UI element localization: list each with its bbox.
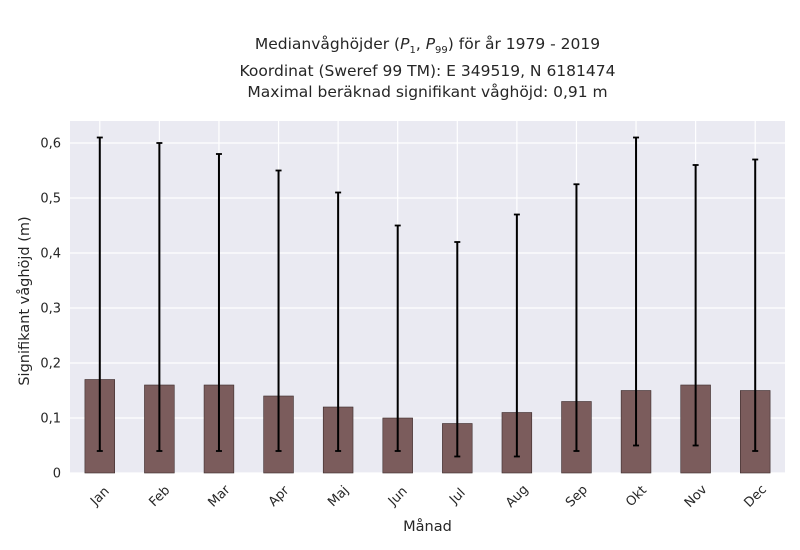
error-bar-nov [692, 164, 699, 447]
error-bar-maj [335, 191, 342, 452]
error-bar-jul [454, 241, 461, 458]
x-tick-label-dec: Dec [742, 482, 770, 510]
title-line-1: Medianvåghöjder (P1, P99) för år 1979 - … [254, 35, 601, 57]
y-axis-ticks: 0 0,1 0,2 0,3 0,4 0,5 0,6 [40, 137, 61, 482]
x-tick-label-jul: Jul [446, 486, 468, 508]
chart-title: Medianvåghöjder (P1, P99) för år 1979 - … [0, 34, 800, 103]
error-bars [96, 136, 759, 458]
plot-area [70, 121, 785, 473]
title-line-3: Maximal beräknad signifikant våghöjd: 0,… [247, 83, 608, 102]
title-line-2: Koordinat (Sweref 99 TM): E 349519, N 61… [239, 62, 616, 81]
error-bar-jun [394, 224, 401, 452]
x-tick-label-feb: Feb [146, 483, 173, 510]
x-tick-label-jan: Jan [87, 484, 112, 509]
x-tick-label-apr: Apr [266, 483, 293, 510]
x-tick-label-aug: Aug [503, 482, 532, 511]
x-tick-label-maj: Maj [325, 483, 352, 510]
x-tick-label-okt: Okt [623, 483, 650, 510]
error-bar-aug [513, 213, 520, 458]
y-tick-label: 0,1 [40, 412, 61, 427]
y-tick-label: 0,5 [40, 192, 61, 207]
x-axis-ticks: Jan Feb Mar Apr Maj Jun Jul Aug Sep Okt Nov Dec [87, 482, 770, 511]
y-tick-label: 0 [53, 467, 61, 482]
x-tick-label-nov: Nov [682, 482, 711, 511]
y-tick-label: 0,2 [40, 357, 61, 372]
y-tick-label: 0,3 [40, 302, 61, 317]
y-tick-label: 0,4 [40, 247, 61, 262]
error-bar-jan [96, 136, 103, 452]
x-axis-label: Månad [403, 518, 452, 535]
x-tick-label-sep: Sep [563, 483, 591, 511]
error-bar-okt [633, 136, 640, 447]
y-axis-label: Signifikant våghöjd (m) [16, 216, 33, 385]
x-tick-label-mar: Mar [206, 482, 234, 510]
x-tick-label-jun: Jun [385, 484, 411, 510]
error-bar-sep [573, 183, 580, 452]
y-tick-label: 0,6 [40, 137, 61, 152]
error-bar-apr [275, 169, 282, 452]
error-bar-feb [156, 142, 163, 452]
error-bar-dec [752, 158, 759, 452]
error-bar-mar [215, 153, 222, 452]
